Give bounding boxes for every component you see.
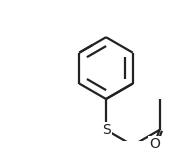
Text: S: S (102, 123, 110, 137)
Text: O: O (149, 137, 160, 151)
